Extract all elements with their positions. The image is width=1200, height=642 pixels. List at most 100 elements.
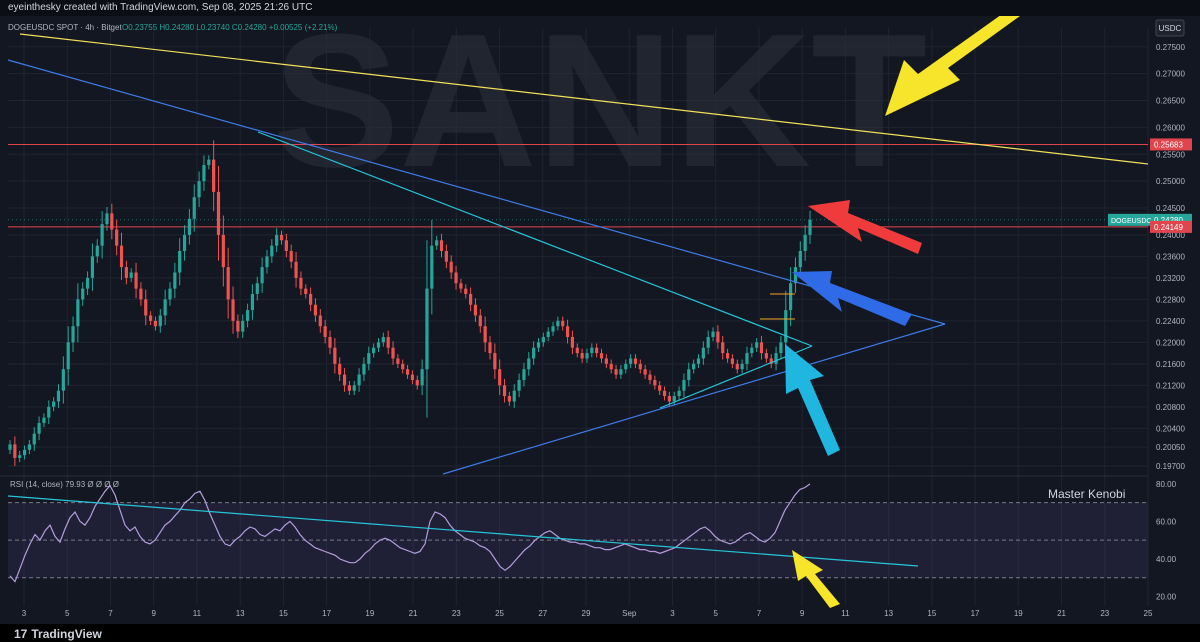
candle-body <box>662 390 667 397</box>
y-tick-label: 0.25000 <box>1156 177 1185 186</box>
grid <box>0 28 1149 606</box>
candle-body <box>784 310 788 343</box>
footer-brand-label: TradingView <box>31 627 102 641</box>
candle-body <box>793 267 798 284</box>
currency-badge-box[interactable] <box>1155 19 1185 37</box>
candles <box>8 140 812 466</box>
candle-body <box>328 336 332 348</box>
candle-body <box>105 213 109 225</box>
candle-body <box>202 165 206 182</box>
candle-body <box>473 304 478 316</box>
candle-body <box>619 369 623 375</box>
candle-body <box>367 353 371 364</box>
candle-body <box>119 245 124 268</box>
arrows <box>785 16 1020 608</box>
chart-background <box>0 16 1200 624</box>
candle-body <box>595 347 599 354</box>
footer: 17 TradingView <box>0 624 1200 642</box>
candle-body <box>207 159 211 166</box>
candle-body <box>342 374 347 386</box>
candle-body <box>672 396 676 402</box>
price-chart[interactable]: SANKT 0.27500 0.27000 0.26500 0.26000 0.2550… <box>0 16 1200 624</box>
x-tick-label: 15 <box>927 609 936 618</box>
candle-body <box>187 218 191 235</box>
candle-body <box>294 261 298 278</box>
candle-body <box>459 283 463 289</box>
time-axis[interactable]: 3 5 7 9 11 13 15 17 19 21 23 25 27 29 Sep 3 5 7 9 11 13 15 17 1… <box>22 609 1153 618</box>
candle-body <box>52 401 56 407</box>
rsi-trend-line <box>7 495 919 567</box>
x-tick-label: 19 <box>365 609 374 618</box>
candle-body <box>212 159 216 192</box>
candle-body <box>667 396 671 402</box>
price-axis[interactable]: 0.27500 0.27000 0.26500 0.26000 0.25500 0.250… <box>1108 43 1192 602</box>
candle-body <box>808 219 812 235</box>
candle-body <box>61 369 65 391</box>
y-tick-label: 0.19700 <box>1156 462 1185 471</box>
candle-body <box>614 369 618 375</box>
candle-body <box>396 358 400 364</box>
candle-body <box>599 353 604 359</box>
x-tick-label: Sep <box>622 609 637 618</box>
candle-body <box>163 299 167 316</box>
y-tick-label: 0.24000 <box>1156 231 1185 240</box>
candle-body <box>643 369 647 375</box>
candle-body <box>284 240 288 251</box>
x-tick-label: 11 <box>841 609 850 618</box>
candle-body <box>197 181 201 198</box>
candle-body <box>464 288 468 294</box>
candle-body <box>270 245 274 257</box>
x-tick-label: 7 <box>108 609 113 618</box>
x-tick-label: 9 <box>151 609 156 618</box>
rsi-label: RSI (14, close) 79.93 Ø Ø Ø Ø <box>10 480 119 489</box>
candle-body <box>532 347 536 359</box>
candle-body <box>415 379 419 386</box>
candle-body <box>289 251 293 262</box>
x-tick-label: 17 <box>322 609 331 618</box>
candle-body <box>347 385 351 391</box>
y-tick-label: 0.22800 <box>1156 295 1185 304</box>
candle-body <box>711 331 715 337</box>
rsi-tick-label: 40.00 <box>1156 555 1177 564</box>
candle-body <box>323 326 327 337</box>
candle-body <box>158 315 162 327</box>
candle-body <box>633 358 638 364</box>
currency-badge[interactable]: USDC <box>1159 24 1182 33</box>
symbol-label-box <box>1108 213 1150 226</box>
candle-body <box>178 251 182 273</box>
candle-body <box>774 353 778 364</box>
footer-brand[interactable]: 17 TradingView <box>14 627 102 641</box>
x-tick-label: 19 <box>1014 609 1023 618</box>
candle-body <box>609 363 613 370</box>
yellow-arrow <box>885 16 1020 116</box>
candle-body <box>536 342 541 348</box>
candle-body <box>71 326 75 343</box>
candle-body <box>435 240 439 246</box>
y-tick-label: 0.27000 <box>1156 70 1185 79</box>
x-tick-label: 13 <box>884 609 893 618</box>
candle-body <box>803 234 807 251</box>
candle-body <box>696 358 701 364</box>
candle-body <box>755 342 759 348</box>
candle-body <box>779 342 783 354</box>
y-tick-label: 0.20800 <box>1156 403 1185 412</box>
candle-body <box>333 347 337 364</box>
y-tick-label: 0.24500 <box>1156 204 1185 213</box>
x-tick-label: 11 <box>193 609 202 618</box>
candle-body <box>372 347 376 354</box>
candle-body <box>541 336 545 343</box>
candle-body <box>8 444 12 450</box>
symbol-label: DOGEUSDC <box>1111 218 1151 225</box>
candle-body <box>629 358 633 364</box>
candle-body <box>764 353 768 359</box>
candle-body <box>85 277 90 289</box>
candle-body <box>750 347 754 354</box>
candle-body <box>410 374 415 380</box>
candle-body <box>546 331 550 337</box>
candle-body <box>139 288 143 300</box>
y-tick-label: 0.20400 <box>1156 424 1185 433</box>
candle-body <box>66 342 70 370</box>
candle-body <box>658 385 662 391</box>
cyan-arrow <box>785 344 840 456</box>
candle-body <box>391 347 395 359</box>
